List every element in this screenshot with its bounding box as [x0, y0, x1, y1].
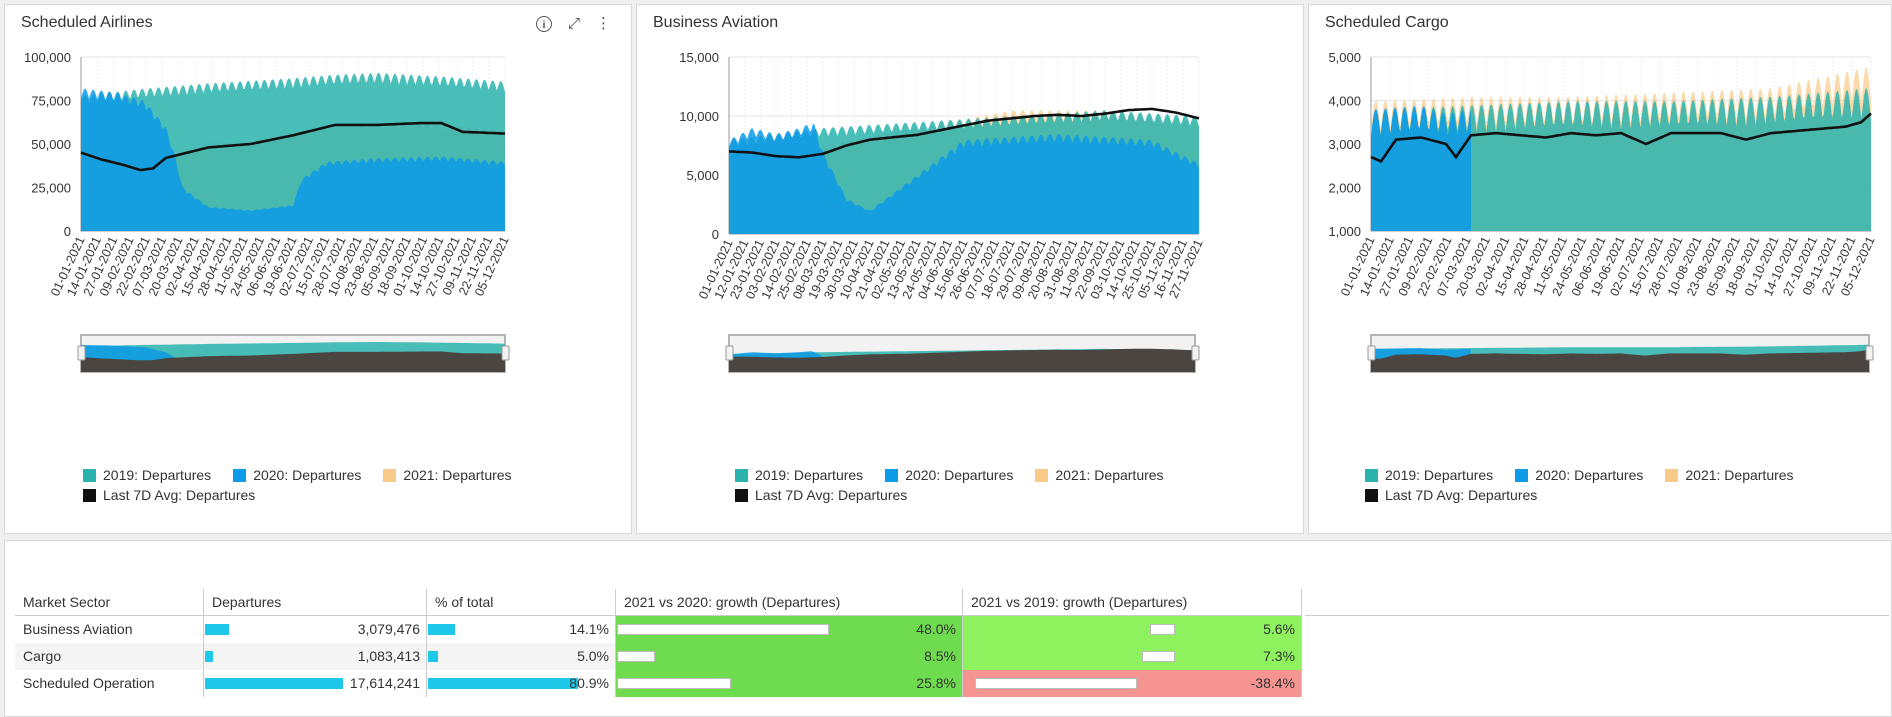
- legend-item-2021[interactable]: 2021: Departures: [1035, 467, 1164, 483]
- chart-panel-business-aviation: Business Aviation 0 5,000 10,000 15,000 01-0…: [636, 4, 1304, 534]
- panel-toolbar: i ⤢ ⋮: [535, 15, 611, 33]
- info-icon[interactable]: i: [535, 15, 552, 33]
- legend-item-2020[interactable]: 2020: Departures: [233, 467, 361, 483]
- navigator-avg-area: [729, 348, 1195, 372]
- navigator-handle-right[interactable]: [501, 345, 510, 361]
- line-series-last-7d-avg: [80, 121, 506, 172]
- pct-bar: [428, 624, 455, 635]
- y-tick-label: 1,000: [1328, 224, 1361, 239]
- col-header-departures[interactable]: Departures: [203, 589, 427, 616]
- line-series-last-7d-avg: [728, 107, 1200, 159]
- market-sector-table-panel: Market Sector Departures % of total 2021…: [4, 540, 1892, 717]
- y-tick-label: 0: [64, 224, 71, 239]
- chart-legend: 2019: Departures 2020: Departures 2021: …: [83, 467, 512, 507]
- cell-departures: 17,614,241: [349, 675, 420, 691]
- chart-panel-scheduled-cargo: Scheduled Cargo 1,000 2,000 3,000 4,000 5,00…: [1308, 4, 1892, 534]
- cell-growth-2019: -38.4%: [1250, 675, 1295, 691]
- cell-growth-2020: 8.5%: [924, 648, 956, 664]
- navigator-handle-right[interactable]: [1865, 345, 1874, 361]
- cell-growth-2020: 25.8%: [916, 675, 956, 691]
- navigator-handle-right[interactable]: [1191, 345, 1200, 361]
- col-header-growth-2020[interactable]: 2021 vs 2020: growth (Departures): [615, 589, 963, 616]
- departures-bar: [205, 678, 343, 689]
- area-chart-scheduled-airlines: 025,00050,00075,000100,00001-01-202114-0…: [24, 50, 512, 373]
- area-series-2020: [1371, 105, 1471, 231]
- col-header-pct-total[interactable]: % of total: [426, 589, 616, 616]
- growth-2020-bar: [617, 651, 655, 662]
- y-tick-label: 50,000: [31, 137, 71, 152]
- chart-panel-scheduled-airlines: Scheduled Airlines i ⤢ ⋮ 0 25,000 50,000 75…: [4, 4, 632, 534]
- departures-bar: [205, 624, 229, 635]
- panel-title: Scheduled Cargo: [1325, 14, 1449, 31]
- table-row[interactable]: Business Aviation 3,079,476 14.1% 48.0% 5.6%: [15, 615, 1302, 643]
- table-row[interactable]: Cargo 1,083,413 5.0% 8.5% 7.3%: [15, 643, 1302, 670]
- y-tick-label: 10,000: [679, 109, 719, 124]
- y-tick-label: 4,000: [1328, 94, 1361, 109]
- cell-departures: 1,083,413: [357, 648, 420, 664]
- legend-item-2019[interactable]: 2019: Departures: [83, 467, 211, 483]
- cell-market-sector: Cargo: [23, 648, 62, 664]
- line-series-last-7d-avg: [1370, 112, 1872, 164]
- chart-legend: 2019: Departures 2020: Departures 2021: …: [735, 467, 1164, 507]
- col-header-growth-2019[interactable]: 2021 vs 2019: growth (Departures): [962, 589, 1302, 616]
- legend-item-avg[interactable]: Last 7D Avg: Departures: [1365, 487, 1537, 503]
- growth-2020-bar: [617, 678, 731, 689]
- area-series-2020: [81, 88, 505, 232]
- y-tick-label: 3,000: [1328, 137, 1361, 152]
- y-tick-label: 5,000: [1328, 50, 1361, 65]
- y-tick-label: 15,000: [679, 50, 719, 65]
- legend-item-avg[interactable]: Last 7D Avg: Departures: [735, 487, 907, 503]
- y-tick-label: 100,000: [24, 50, 71, 65]
- area-chart-scheduled-cargo: 1,0002,0003,0004,0005,00001-01-202114-01…: [1328, 50, 1878, 373]
- growth-2019-bar: [1150, 624, 1175, 635]
- col-header-market-sector[interactable]: Market Sector: [15, 589, 204, 616]
- expand-icon[interactable]: ⤢: [567, 15, 580, 32]
- navigator-avg-area: [1371, 349, 1869, 372]
- more-vertical-icon[interactable]: ⋮: [596, 15, 611, 32]
- navigator-handle-left[interactable]: [1367, 345, 1376, 361]
- pct-bar: [428, 678, 578, 689]
- area-chart-business-aviation: 05,00010,00015,00001-01-202112-01-202123…: [679, 50, 1206, 373]
- legend-item-2019[interactable]: 2019: Departures: [735, 467, 863, 483]
- y-tick-label: 25,000: [31, 181, 71, 196]
- y-tick-label: 75,000: [31, 94, 71, 109]
- table-header-rule: [1305, 615, 1889, 616]
- growth-2020-bar: [617, 624, 829, 635]
- cell-growth-2019: 5.6%: [1263, 621, 1295, 637]
- departures-bar: [205, 651, 213, 662]
- area-series-2020: [729, 123, 1199, 234]
- growth-2019-bar: [1142, 651, 1175, 662]
- legend-item-2021[interactable]: 2021: Departures: [383, 467, 512, 483]
- navigator-handle-left[interactable]: [725, 345, 734, 361]
- market-sector-table: Market Sector Departures % of total 2021…: [15, 589, 1302, 697]
- legend-item-2020[interactable]: 2020: Departures: [1515, 467, 1643, 483]
- cell-market-sector: Business Aviation: [23, 621, 133, 637]
- navigator-avg-area: [81, 351, 505, 372]
- legend-item-avg[interactable]: Last 7D Avg: Departures: [83, 487, 255, 503]
- y-tick-label: 5,000: [686, 168, 719, 183]
- cell-departures: 3,079,476: [357, 621, 420, 637]
- legend-item-2020[interactable]: 2020: Departures: [885, 467, 1013, 483]
- cell-pct-total: 5.0%: [577, 648, 609, 664]
- y-tick-label: 2,000: [1328, 181, 1361, 196]
- navigator-handle-left[interactable]: [77, 345, 86, 361]
- cell-growth-2019: 7.3%: [1263, 648, 1295, 664]
- cell-pct-total: 80.9%: [569, 675, 609, 691]
- panel-title: Scheduled Airlines: [21, 14, 153, 31]
- cell-market-sector: Scheduled Operation: [23, 675, 155, 691]
- panel-title: Business Aviation: [653, 14, 779, 31]
- y-tick-label: 0: [712, 227, 719, 242]
- table-row[interactable]: Scheduled Operation 17,614,241 80.9% 25.8% -…: [15, 670, 1302, 697]
- legend-item-2019[interactable]: 2019: Departures: [1365, 467, 1493, 483]
- pct-bar: [428, 651, 438, 662]
- area-series-2019: [1371, 88, 1871, 231]
- chart-legend: 2019: Departures 2020: Departures 2021: …: [1365, 467, 1794, 507]
- cell-pct-total: 14.1%: [569, 621, 609, 637]
- growth-2019-bar: [975, 678, 1137, 689]
- legend-item-2021[interactable]: 2021: Departures: [1665, 467, 1794, 483]
- cell-growth-2020: 48.0%: [916, 621, 956, 637]
